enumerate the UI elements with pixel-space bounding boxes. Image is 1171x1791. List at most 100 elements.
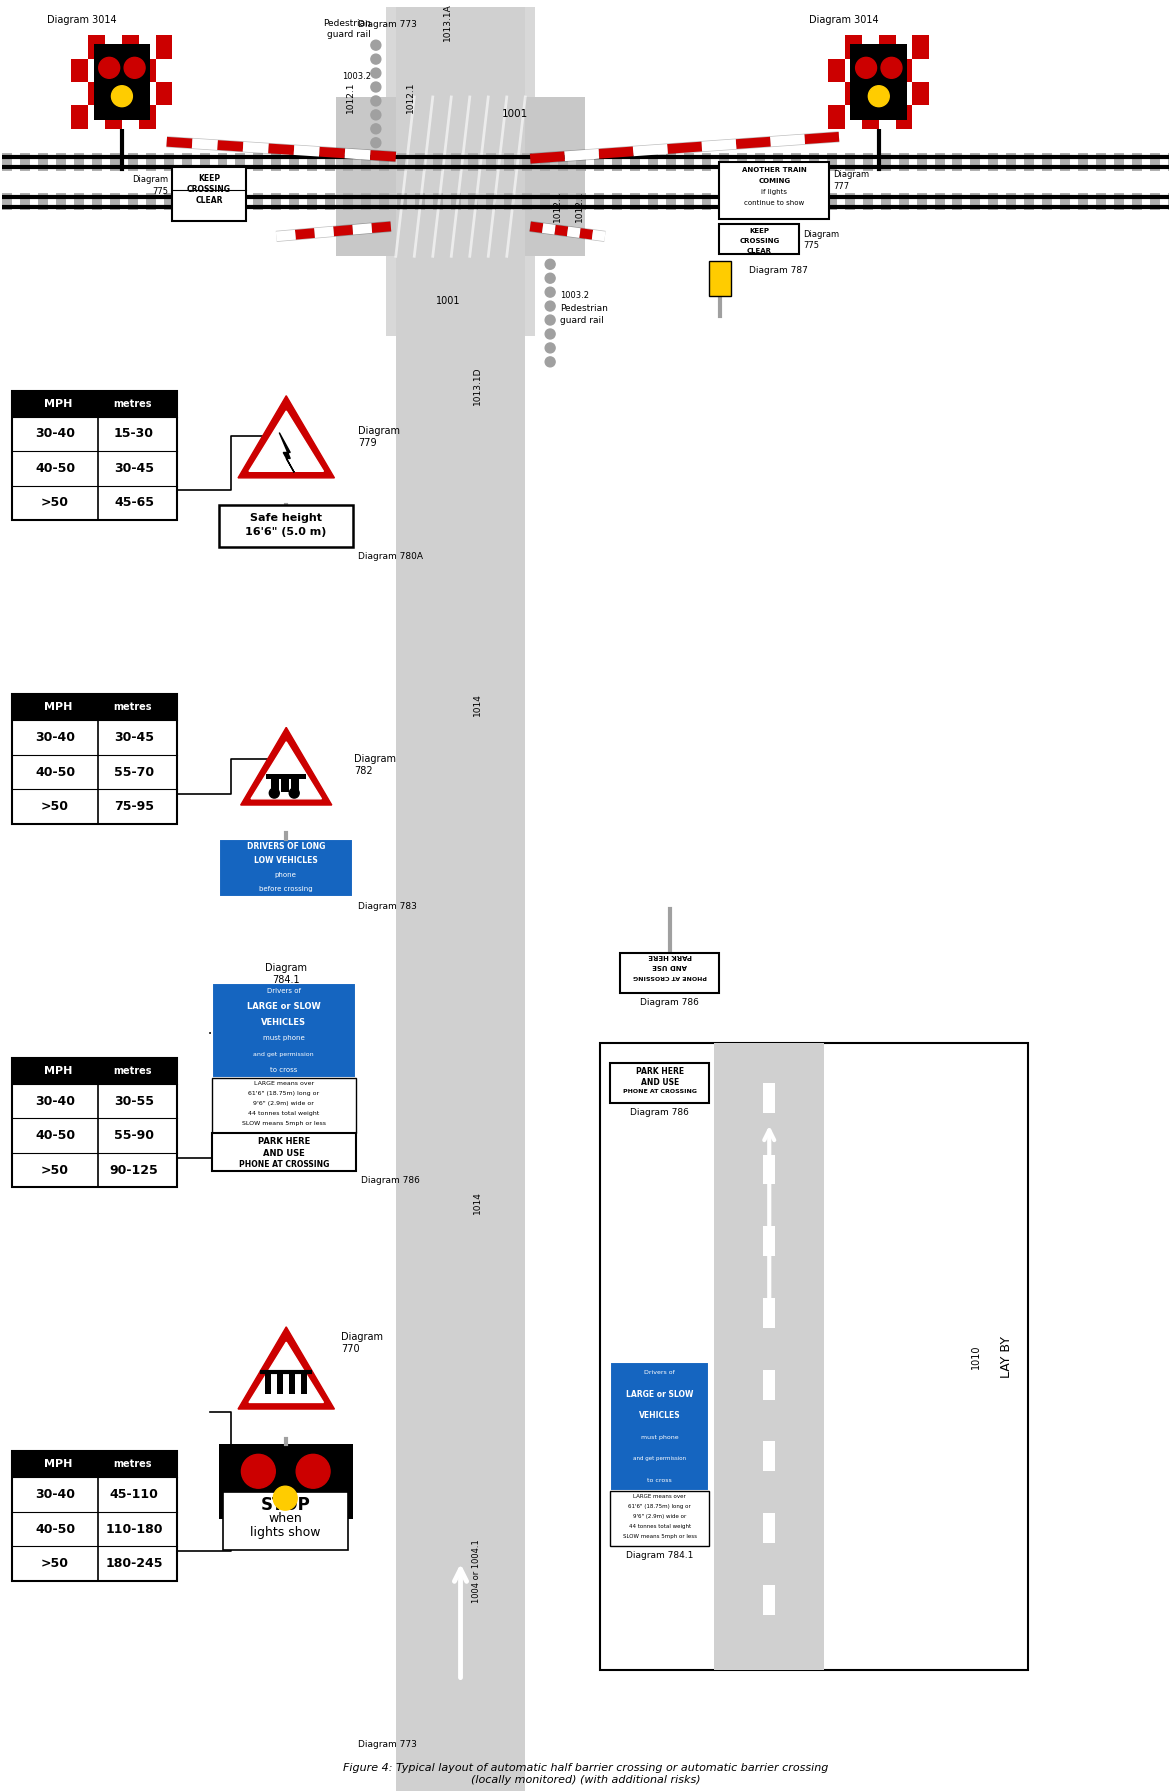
Bar [212,1078,356,1132]
Text: guard rail: guard rail [560,315,604,324]
Text: 1003.2: 1003.2 [560,292,589,301]
Bar [845,152,855,170]
Text: CLEAR: CLEAR [747,249,772,254]
Text: Diagram: Diagram [266,964,307,973]
Text: SLOW means 5mph or less: SLOW means 5mph or less [241,1121,326,1127]
Polygon shape [238,1327,335,1410]
Text: 44 tonnes total weight: 44 tonnes total weight [248,1110,320,1116]
Text: Drivers of: Drivers of [267,989,301,994]
Bar [110,152,119,170]
Bar [454,1447,466,1474]
Bar [896,106,912,129]
Text: LARGE means over: LARGE means over [254,1082,314,1085]
Bar [648,152,658,170]
Text: AND USE: AND USE [641,1078,679,1087]
Text: LAY BY: LAY BY [1000,1336,1013,1377]
Bar [301,1372,307,1393]
Text: AND USE: AND USE [652,964,687,969]
Bar [612,193,622,211]
Bar [540,193,550,211]
Bar [988,152,999,170]
Bar [845,193,855,211]
Bar [505,152,514,170]
Bar [138,82,156,106]
Text: 1001: 1001 [502,109,528,118]
Text: 30-45: 30-45 [114,462,153,475]
Bar [146,193,156,211]
Circle shape [269,788,279,799]
Bar [13,390,177,417]
Text: 55-90: 55-90 [114,1128,153,1143]
Text: 1014: 1014 [472,1191,481,1214]
Text: 30-40: 30-40 [35,1094,75,1107]
Bar [881,152,891,170]
Text: VEHICLES: VEHICLES [639,1411,680,1420]
Text: 180-245: 180-245 [105,1556,163,1571]
Bar [600,1042,1028,1671]
Bar [619,953,719,994]
Circle shape [546,342,555,353]
Bar [1025,193,1034,211]
Bar [385,7,535,337]
Bar [105,82,122,106]
Text: 90-125: 90-125 [110,1164,158,1177]
Circle shape [546,330,555,338]
Bar [74,152,84,170]
Text: AND USE: AND USE [262,1148,304,1157]
Bar [94,45,150,120]
Bar [2,193,13,211]
Text: Pedestrian: Pedestrian [560,304,608,313]
Bar [1167,193,1171,211]
Bar [719,193,730,211]
Bar [71,106,88,129]
Circle shape [296,1454,330,1488]
Bar [93,193,102,211]
Text: Diagram: Diagram [354,754,396,765]
Circle shape [111,86,132,107]
Circle shape [241,1454,275,1488]
Text: 45-110: 45-110 [110,1488,158,1501]
Bar [343,152,352,170]
Bar [719,224,799,254]
Text: 61'6" (18.75m) long or: 61'6" (18.75m) long or [629,1504,691,1510]
Text: 9'6" (2.9m) wide or: 9'6" (2.9m) wide or [634,1513,686,1519]
Text: Diagram 787: Diagram 787 [749,267,808,276]
Text: DRIVERS OF LONG: DRIVERS OF LONG [247,842,324,851]
Bar [281,774,289,792]
Bar [253,152,263,170]
Text: Diagram 784.1: Diagram 784.1 [626,1551,693,1560]
Bar [326,193,335,211]
Text: if lights: if lights [761,188,787,195]
Text: CROSSING: CROSSING [739,238,780,244]
Bar [454,1666,466,1692]
Bar [850,45,908,120]
Text: Diagram 773: Diagram 773 [358,1741,417,1750]
Bar [20,193,30,211]
Bar [454,407,466,433]
Bar [863,152,872,170]
Text: 9'6" (2.9m) wide or: 9'6" (2.9m) wide or [253,1101,314,1105]
Bar [451,193,460,211]
Bar [1114,193,1124,211]
Bar [454,1064,466,1091]
Bar [454,790,466,817]
Bar [763,1370,775,1399]
Bar [138,36,156,59]
Text: 1013.1D: 1013.1D [472,367,481,405]
Text: MPH: MPH [44,399,73,408]
Bar [1167,152,1171,170]
Bar [1078,193,1088,211]
Bar [172,167,246,222]
Bar [862,82,878,106]
Text: PARK HERE: PARK HERE [648,953,692,960]
Bar [397,193,406,211]
Text: when: when [268,1512,302,1526]
Bar [988,193,999,211]
Bar [792,152,801,170]
Text: >50: >50 [41,1164,69,1177]
Bar [212,983,356,1078]
Bar [898,193,909,211]
Bar [827,193,837,211]
Bar [454,351,466,378]
Bar [828,36,845,59]
